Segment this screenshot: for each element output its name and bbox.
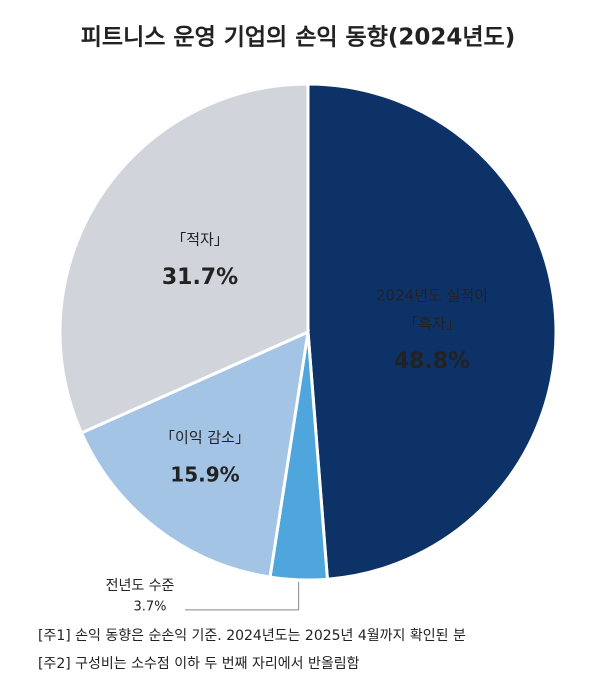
slice-label: 2024년도 실적이 — [376, 287, 488, 305]
slice-label: 전년도 수준 — [106, 578, 175, 594]
slice-label: 「적자」 — [171, 231, 229, 249]
chart-title: 피트니스 운영 기업의 손익 동향(2024년도) — [81, 25, 515, 51]
value-label: 3.7% — [133, 600, 166, 615]
pie-slice — [79, 329, 310, 579]
pie-slice — [306, 82, 558, 581]
value-label: 31.7% — [162, 265, 238, 290]
note: [주1] 손익 동향은 순손익 기준. 2024년도는 2025년 4월까지 확… — [38, 628, 466, 644]
leader-line — [185, 581, 300, 611]
pie-slice — [58, 82, 310, 435]
slice-label: 「흑자」 — [403, 315, 461, 333]
value-label: 15.9% — [170, 463, 239, 487]
slice-label: 「이익 감소」 — [160, 429, 250, 447]
note: [주2] 구성비는 소수점 이하 두 번째 자리에서 반올림함 — [38, 656, 360, 672]
value-label: 48.8% — [394, 349, 470, 374]
